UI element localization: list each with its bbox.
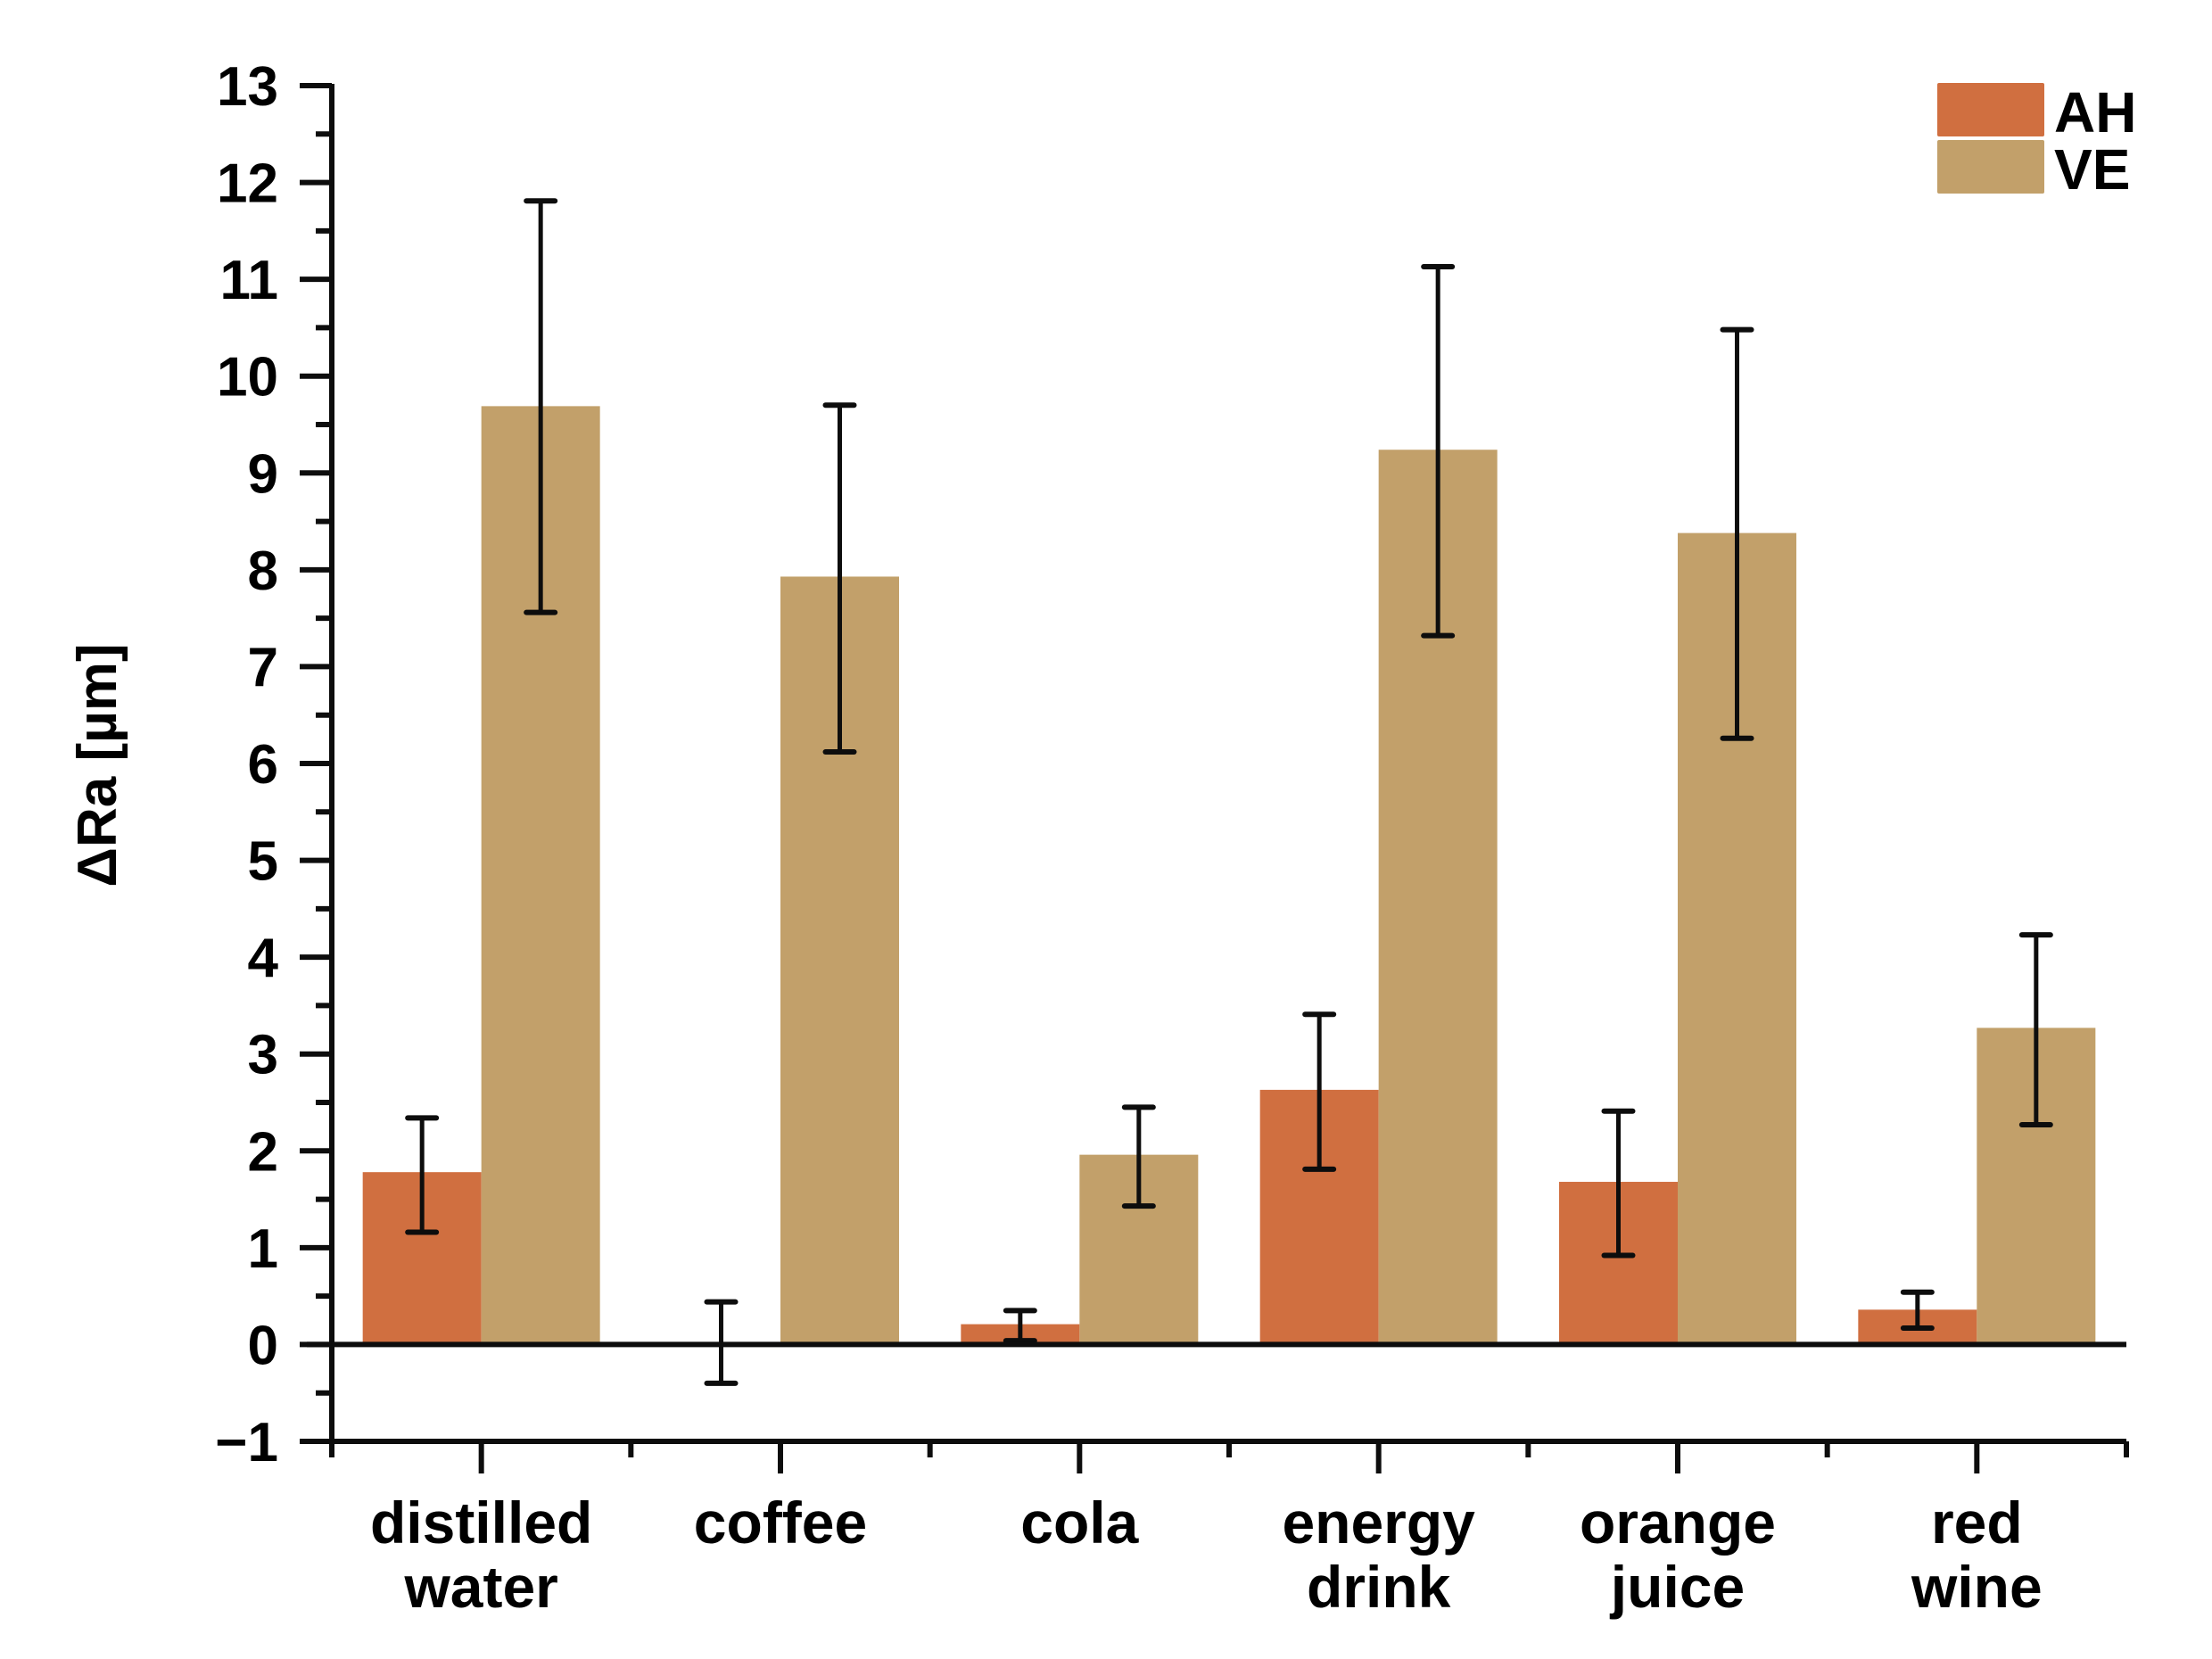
error-bars-layer xyxy=(405,198,2053,1386)
y-tick-label: 13 xyxy=(217,56,278,118)
category-label-line: juice xyxy=(1609,1554,1745,1620)
bars-layer xyxy=(362,406,2096,1345)
category-label-line: orange xyxy=(1580,1490,1776,1556)
y-tick-label: 2 xyxy=(248,1121,278,1183)
y-tick-label: 3 xyxy=(248,1025,278,1086)
category-label-line: energy xyxy=(1282,1490,1475,1556)
category-label: orange juice xyxy=(1580,1490,1776,1620)
y-tick-label: 5 xyxy=(248,831,278,893)
legend-label-ve: VE xyxy=(2054,137,2130,202)
category-label-line: distilled xyxy=(370,1490,592,1556)
y-tick-label: −1 xyxy=(215,1412,278,1473)
y-axis-label: ΔRa [µm] xyxy=(67,643,128,887)
category-label: red wine xyxy=(1911,1490,2043,1620)
y-tick-label: 10 xyxy=(217,347,278,409)
x-ticks-layer: distilled water coffee cola energy drink orang… xyxy=(329,1441,2129,1620)
category-label-line: drink xyxy=(1307,1554,1451,1620)
category-label-line: coffee xyxy=(694,1490,867,1556)
y-tick-label: 8 xyxy=(248,541,278,602)
category-label: energy drink xyxy=(1282,1490,1475,1620)
axes-layer xyxy=(307,84,2126,1457)
y-tick-label: 0 xyxy=(248,1315,278,1376)
category-label-line: red xyxy=(1931,1490,2023,1556)
legend-label-ah: AH xyxy=(2054,80,2136,144)
category-label-line: water xyxy=(403,1554,557,1620)
y-tick-label: 12 xyxy=(217,153,278,215)
y-tick-label: 7 xyxy=(248,637,278,698)
y-tick-label: 1 xyxy=(248,1218,278,1280)
legend-swatch-ah xyxy=(1937,83,2044,136)
legend-swatch-ve xyxy=(1937,140,2044,194)
category-label: coffee xyxy=(694,1490,867,1556)
y-tick-label: 6 xyxy=(248,734,278,796)
category-label: distilled water xyxy=(370,1490,592,1620)
category-label-line: cola xyxy=(1020,1490,1139,1556)
category-label-line: wine xyxy=(1911,1554,2043,1620)
y-tick-label: 11 xyxy=(219,250,278,311)
category-label: cola xyxy=(1020,1490,1139,1556)
y-tick-label: 9 xyxy=(248,443,278,505)
y-tick-label: 4 xyxy=(248,928,279,989)
